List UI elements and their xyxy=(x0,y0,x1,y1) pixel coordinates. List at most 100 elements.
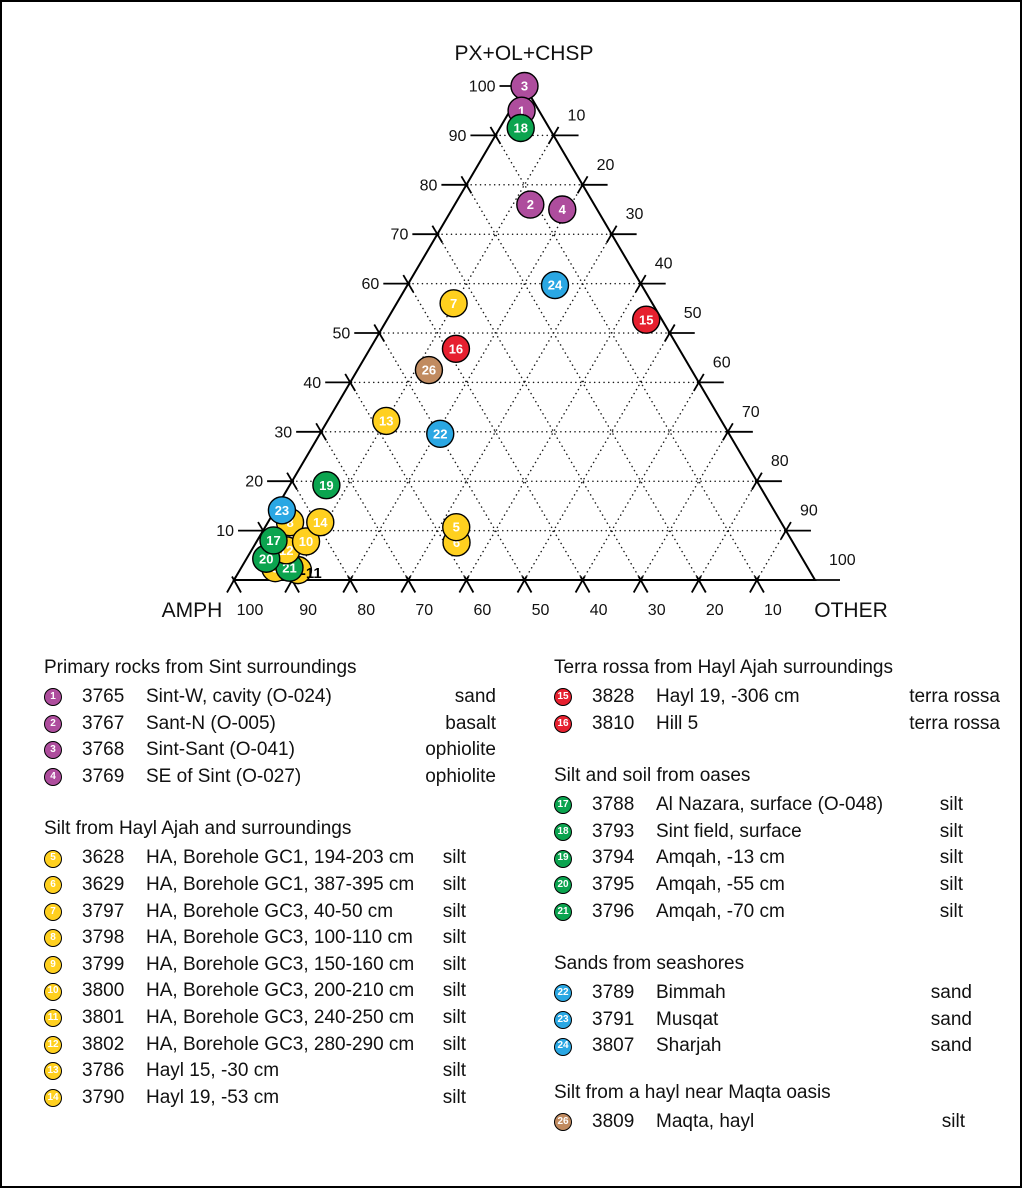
svg-text:50: 50 xyxy=(684,305,702,322)
sample-type: ophiolite xyxy=(425,739,496,761)
svg-text:22: 22 xyxy=(433,426,447,441)
legend-marker-cell: 14 xyxy=(44,1089,82,1108)
svg-text:3: 3 xyxy=(521,79,528,94)
sample-marker-icon: 24 xyxy=(554,1037,572,1056)
sample-id: 3769 xyxy=(82,765,125,787)
ternary-point-2: 2 xyxy=(516,190,545,219)
legend-group: Sands from seashores 22 3789 Bimmah sand 23 37… xyxy=(554,950,1000,1060)
sample-desc: Sharjah xyxy=(656,1035,722,1057)
svg-text:24: 24 xyxy=(548,278,563,293)
svg-text:8: 8 xyxy=(286,515,293,530)
legend-row: 2 3767 Sant-N (O-005) basalt xyxy=(44,711,496,738)
sample-marker-icon: 8 xyxy=(44,929,62,948)
sample-marker-icon: 1 xyxy=(44,688,62,707)
axis-title-left: AMPH xyxy=(162,599,223,622)
sample-id: 3809 xyxy=(592,1110,635,1132)
legend-marker-cell: 16 xyxy=(554,714,592,733)
sample-id: 3800 xyxy=(82,980,125,1002)
sample-id: 3795 xyxy=(592,873,635,895)
svg-text:40: 40 xyxy=(590,602,608,619)
legend-group: Silt from a hayl near Maqta oasis 26 3809 M… xyxy=(554,1079,1000,1136)
legend-group: Terra rossa from Hayl Ajah surroundings 1… xyxy=(554,654,1000,737)
svg-text:26: 26 xyxy=(422,363,436,378)
svg-text:4: 4 xyxy=(559,202,567,217)
legend-row: 6 3629 HA, Borehole GC1, 387-395 cm silt xyxy=(44,872,496,899)
sample-desc: Maqta, hayl xyxy=(656,1110,755,1132)
sample-marker-icon: 17 xyxy=(554,796,572,815)
legend-row: 18 3793 Sint field, surface silt xyxy=(554,819,1000,846)
sample-type: silt xyxy=(941,1110,965,1132)
svg-text:100: 100 xyxy=(237,602,264,619)
ternary-point-19: 19 xyxy=(312,470,341,500)
sample-id: 3797 xyxy=(82,900,125,922)
legend-row: 3 3768 Sint-Sant (O-041) ophiolite xyxy=(44,737,496,764)
legend-marker-cell: 19 xyxy=(554,849,592,868)
sample-id: 3798 xyxy=(82,927,125,949)
sample-desc: SE of Sint (O-027) xyxy=(146,765,302,787)
legend-marker-cell: 21 xyxy=(554,902,592,921)
sample-desc: HA, Borehole GC3, 280-290 cm xyxy=(146,1033,415,1055)
svg-text:20: 20 xyxy=(259,551,273,566)
sample-desc: Hayl 19, -53 cm xyxy=(146,1086,280,1108)
sample-desc: HA, Borehole GC3, 100-110 cm xyxy=(146,927,413,949)
sample-type: sand xyxy=(454,686,496,707)
sample-type: silt xyxy=(442,873,466,895)
legend-column-right: Terra rossa from Hayl Ajah surroundings 1… xyxy=(554,654,1000,1136)
sample-marker-icon: 15 xyxy=(554,688,572,707)
sample-type: silt xyxy=(442,847,466,869)
svg-text:1: 1 xyxy=(518,103,525,118)
ternary-point-22: 22 xyxy=(426,419,455,448)
legend-row: 21 3796 Amqah, -70 cm silt xyxy=(554,899,1000,926)
sample-type: silt xyxy=(939,794,963,816)
sample-id: 3789 xyxy=(592,982,635,1004)
legend-group-title: Primary rocks from Sint surroundings xyxy=(44,657,357,678)
svg-text:80: 80 xyxy=(420,177,438,194)
sample-marker-icon: 23 xyxy=(554,1011,572,1030)
sample-type: silt xyxy=(442,1033,466,1055)
sample-id: 3790 xyxy=(82,1086,125,1108)
legend-marker-cell: 7 xyxy=(44,902,82,921)
legend-row: 13 3786 Hayl 15, -30 cm silt xyxy=(44,1058,496,1085)
svg-text:19: 19 xyxy=(319,478,333,493)
ternary-point-3: 3 xyxy=(510,71,539,101)
sample-desc: HA, Borehole GC3, 240-250 cm xyxy=(146,1006,415,1028)
sample-marker-icon: 7 xyxy=(44,902,62,921)
sample-id: 3810 xyxy=(592,712,635,734)
sample-id: 3767 xyxy=(82,712,125,734)
ternary-point-26: 26 xyxy=(414,355,444,385)
sample-desc: Amqah, -13 cm xyxy=(656,847,785,869)
svg-text:70: 70 xyxy=(391,227,409,244)
sample-desc: Sant-N (O-005) xyxy=(146,712,276,734)
ternary-point-17: 17 xyxy=(259,526,288,555)
legend-marker-cell: 23 xyxy=(554,1011,592,1030)
sample-marker-icon: 13 xyxy=(44,1062,62,1081)
sample-id: 3801 xyxy=(82,1006,125,1028)
sample-type: silt xyxy=(939,847,963,869)
legend-marker-cell: 26 xyxy=(554,1113,592,1132)
svg-text:6: 6 xyxy=(453,535,460,550)
sample-id: 3828 xyxy=(592,686,635,707)
sample-type: silt xyxy=(442,1060,466,1082)
svg-text:18: 18 xyxy=(513,121,527,136)
svg-text:30: 30 xyxy=(274,424,292,441)
legend-row: 16 3810 Hill 5 terra rossa xyxy=(554,711,1000,738)
sample-marker-icon: 9 xyxy=(44,956,62,975)
sample-id: 3768 xyxy=(82,739,125,761)
svg-text:2: 2 xyxy=(527,197,534,212)
svg-text:60: 60 xyxy=(713,354,731,371)
sample-type: terra rossa xyxy=(909,712,1000,734)
legend-row: 23 3791 Musqat sand xyxy=(554,1007,1000,1034)
sample-id: 3791 xyxy=(592,1008,635,1030)
ternary-point-4: 4 xyxy=(548,195,577,224)
svg-text:100: 100 xyxy=(469,79,496,96)
svg-text:70: 70 xyxy=(415,602,433,619)
legend-group-title: Silt from Hayl Ajah and surroundings xyxy=(44,818,352,840)
sample-desc: Hayl 15, -30 cm xyxy=(146,1060,280,1082)
sample-desc: Sint-W, cavity (O-024) xyxy=(146,686,332,707)
ternary-point-10: 10 xyxy=(291,527,321,556)
legend-row: 4 3769 SE of Sint (O-027) ophiolite xyxy=(44,764,496,791)
sample-type: ophiolite xyxy=(425,765,496,787)
legend-group: Primary rocks from Sint surroundings 1 376… xyxy=(44,654,496,790)
legend-marker-cell: 5 xyxy=(44,849,82,868)
